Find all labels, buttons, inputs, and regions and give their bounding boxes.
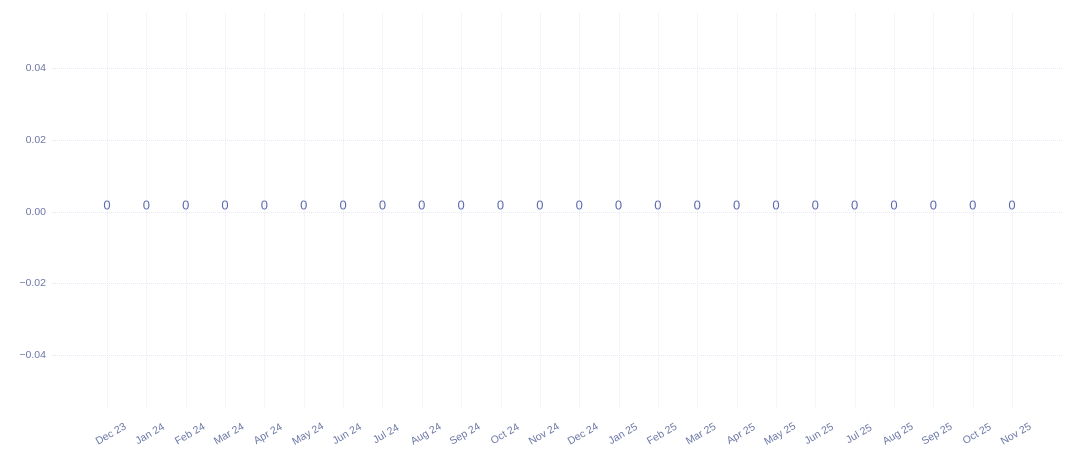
gridline-vertical [775,13,777,408]
gridline-vertical [1012,13,1014,408]
x-tick-label: Oct 24 [488,421,521,447]
data-label: 0 [339,197,347,212]
gridline-horizontal [52,283,1062,285]
gridline-vertical [107,13,108,408]
x-tick-label: Sep 25 [919,420,955,448]
data-label: 0 [182,197,190,212]
gridline-vertical [697,13,699,408]
x-tick-label: Jul 25 [843,421,874,447]
y-tick-label: −0.02 [19,277,46,290]
gridline-vertical [185,13,187,408]
x-tick-label: Dec 24 [565,420,601,448]
x-tick-label: May 25 [762,420,798,448]
x-tick-label: Aug 24 [408,420,444,448]
x-tick-label: Dec 23 [93,420,129,448]
data-label: 0 [614,197,623,212]
gridline-vertical [657,13,659,408]
data-label: 0 [929,197,937,212]
data-label: 0 [811,197,819,212]
data-label: 0 [142,197,150,212]
data-label: 0 [300,197,308,212]
data-label: 0 [772,197,780,212]
x-tick-label: Jan 25 [605,420,640,448]
gridline-vertical [539,13,541,408]
data-label: 0 [654,197,662,212]
data-label: 0 [575,197,583,212]
data-label: 0 [732,197,741,212]
gridline-vertical [618,13,620,408]
gridline-vertical [894,13,895,408]
gridline-vertical [736,13,738,408]
y-tick-label: −0.04 [19,348,46,361]
x-tick-label: Apr 24 [251,421,285,447]
gridline-vertical [500,13,502,408]
gridline-horizontal [52,139,1062,141]
gridline-vertical [343,13,345,408]
x-tick-label: Nov 24 [526,420,562,448]
x-tick-label: Mar 25 [684,420,719,448]
gridline-vertical [146,13,148,408]
data-label: 0 [457,197,465,212]
gridline-vertical [303,13,305,408]
gridline-horizontal [52,68,1062,70]
gridline-vertical [264,13,266,408]
gridline-horizontal [52,211,1062,213]
data-label: 0 [969,197,977,212]
x-tick-label: Jul 24 [371,421,402,447]
x-tick-label: Jun 24 [330,420,364,448]
data-label: 0 [851,197,859,212]
data-label: 0 [496,197,505,212]
gridline-horizontal [52,354,1062,356]
data-label: 0 [103,197,111,212]
gridline-vertical [225,13,227,408]
y-tick-label: 0.04 [25,62,46,75]
gridline-vertical [382,13,384,408]
x-tick-label: Feb 25 [644,420,680,448]
data-label: 0 [221,197,229,212]
gridline-vertical [815,13,817,408]
gridline-vertical [421,13,423,408]
data-label: 0 [378,197,387,212]
gridline-vertical [579,13,581,408]
data-label: 0 [693,197,701,212]
gridline-vertical [933,13,935,408]
x-tick-label: Apr 25 [724,421,757,447]
data-label: 0 [536,197,544,212]
x-tick-label: Jun 25 [802,420,836,448]
x-tick-label: Jan 24 [133,420,167,448]
x-tick-label: Aug 25 [880,420,916,448]
x-tick-label: Mar 24 [211,420,247,448]
y-tick-label: 0.00 [25,205,46,218]
x-tick-label: Feb 24 [172,420,207,448]
x-tick-label: Nov 25 [998,420,1034,448]
gridline-vertical [461,13,463,408]
data-label: 0 [418,197,426,212]
data-label: 0 [260,197,269,212]
gridline-vertical [854,13,856,408]
x-tick-label: Sep 24 [447,420,483,448]
data-label: 0 [890,197,898,212]
x-tick-label: May 24 [289,420,326,448]
y-tick-label: 0.02 [25,133,46,146]
gridline-vertical [972,13,974,408]
data-label: 0 [1008,197,1016,212]
x-tick-label: Oct 25 [960,421,994,447]
